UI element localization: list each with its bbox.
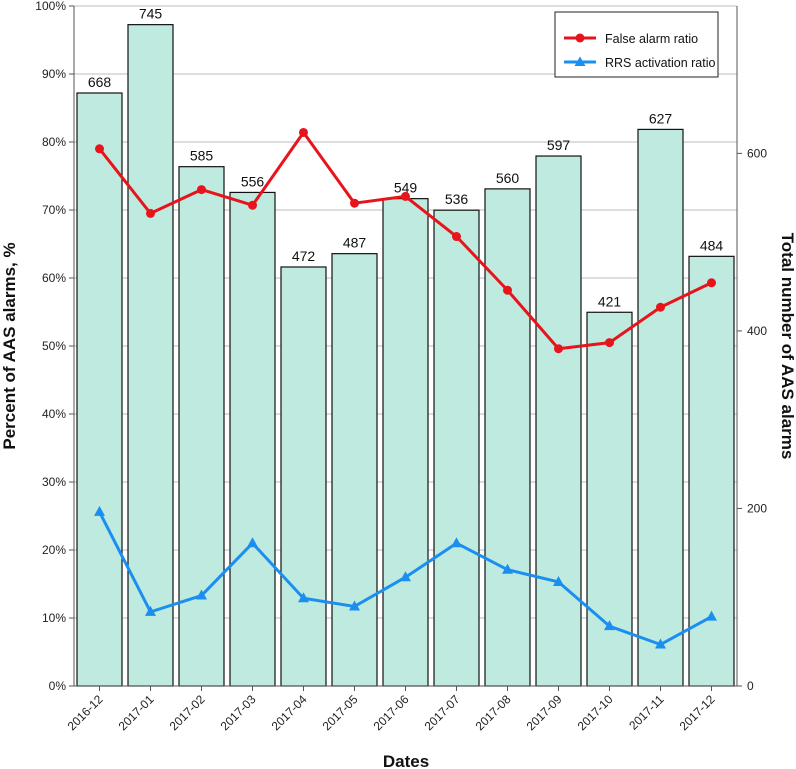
false-alarm-point-2017-09 <box>554 344 563 354</box>
left-tick-label: 50% <box>42 339 66 353</box>
rrs-point-2017-08 <box>502 563 513 574</box>
legend: False alarm ratio RRS activation ratio <box>554 11 719 78</box>
bar-label-2017-04: 472 <box>292 248 316 264</box>
left-tick-label: 70% <box>42 203 66 217</box>
bar-2017-01 <box>127 24 174 687</box>
left-tick-label: 0% <box>49 679 67 693</box>
left-tick-label: 100% <box>35 0 66 13</box>
legend-rrs-label: RRS activation ratio <box>605 56 716 70</box>
x-tick-label: 2017-01 <box>116 692 157 733</box>
bar-label-2017-09: 597 <box>547 137 571 153</box>
left-tick-label: 90% <box>42 67 66 81</box>
x-tick-label: 2016-12 <box>65 692 106 733</box>
x-axis-ticks: 2016-12 2017-01 2017-02 2017-03 2017-04 2017-… <box>65 686 718 733</box>
false-alarm-point-2017-10 <box>605 338 614 348</box>
left-tick-label: 30% <box>42 475 66 489</box>
left-axis-ticks: 0% 10% 20% 30% 40% 50% 60% 70% 80% 90% 100% <box>35 0 74 693</box>
rrs-point-2017-02 <box>196 589 207 600</box>
rrs-point-2017-06 <box>400 571 411 582</box>
left-tick-label: 60% <box>42 271 66 285</box>
right-tick-label: 200 <box>747 501 767 515</box>
x-tick-label: 2017-02 <box>167 692 208 733</box>
x-tick-label: 2017-12 <box>677 692 718 733</box>
bar-2017-09 <box>535 155 582 687</box>
rrs-point-2017-04 <box>298 592 309 603</box>
bar-label-2017-01: 745 <box>139 6 163 22</box>
legend-rrs-marker <box>574 56 586 66</box>
bar-label-2017-07: 536 <box>445 191 469 207</box>
legend-false-alarm-label: False alarm ratio <box>605 32 698 46</box>
right-tick-label: 600 <box>747 146 767 160</box>
left-tick-label: 10% <box>42 611 66 625</box>
bar-2017-11 <box>637 128 684 687</box>
legend-box <box>554 11 719 78</box>
left-tick-label: 20% <box>42 543 66 557</box>
rrs-point-2017-01 <box>145 605 156 616</box>
x-tick-label: 2017-05 <box>320 692 361 733</box>
left-tick-label: 40% <box>42 407 66 421</box>
bar-2017-08 <box>484 188 531 687</box>
bar-2016-12 <box>76 92 123 687</box>
rrs-point-2017-11 <box>655 638 666 649</box>
x-tick-label: 2017-03 <box>218 692 259 733</box>
line-series <box>94 127 717 649</box>
bar-2017-05 <box>331 253 378 687</box>
right-tick-label: 400 <box>747 324 767 338</box>
bar-2017-06 <box>382 198 429 687</box>
left-axis-title: Percent of AAS alarms, % <box>0 242 19 449</box>
bar-2017-03 <box>229 191 276 687</box>
bar-2017-04 <box>280 266 327 687</box>
x-axis-title: Dates <box>383 752 429 769</box>
false-alarm-point-2017-07 <box>452 232 461 242</box>
rrs-point-2017-12 <box>706 610 717 621</box>
legend-false-alarm-marker <box>575 33 585 43</box>
bar-labels: 668 745 585 556 472 487 549 536 560 597 421 627 484 <box>88 6 724 310</box>
bar-label-2016-12: 668 <box>88 74 112 90</box>
x-tick-label: 2017-08 <box>473 692 514 733</box>
bar-label-2017-11: 627 <box>649 110 673 126</box>
bar-label-2017-02: 585 <box>190 148 214 164</box>
rrs-point-2017-10 <box>604 620 615 631</box>
rrs-point-2017-07 <box>451 537 462 548</box>
bar-label-2017-12: 484 <box>700 237 724 253</box>
false-alarm-point-2017-08 <box>503 285 512 295</box>
right-axis-ticks: 0 200 400 600 <box>737 146 767 693</box>
left-tick-label: 80% <box>42 135 66 149</box>
bar-label-2017-08: 560 <box>496 170 520 186</box>
bar-label-2017-03: 556 <box>241 173 265 189</box>
false-alarm-point-2017-04 <box>299 127 308 137</box>
false-alarm-point-2016-12 <box>95 144 104 154</box>
rrs-point-2016-12 <box>94 505 105 516</box>
bar-2017-02 <box>178 166 225 687</box>
x-tick-label: 2017-11 <box>626 692 667 733</box>
bar-2017-12 <box>688 255 735 687</box>
rrs-point-2017-05 <box>349 600 360 611</box>
x-tick-label: 2017-07 <box>422 692 463 733</box>
right-tick-label: 0 <box>747 679 754 693</box>
bar-label-2017-06: 549 <box>394 180 418 196</box>
x-tick-label: 2017-10 <box>575 692 616 733</box>
rrs-point-2017-03 <box>247 537 258 548</box>
bar-label-2017-05: 487 <box>343 235 367 251</box>
false-alarm-point-2017-05 <box>350 198 359 208</box>
false-alarm-point-2017-11 <box>656 302 665 312</box>
bar-series <box>76 24 735 687</box>
false-alarm-point-2017-12 <box>707 278 716 288</box>
bar-2017-07 <box>433 209 480 687</box>
right-axis-title: Total number of AAS alarms <box>778 233 796 460</box>
false-alarm-point-2017-06 <box>401 191 410 201</box>
bar-label-2017-10: 421 <box>598 293 622 309</box>
x-tick-label: 2017-04 <box>269 692 310 733</box>
false-alarm-point-2017-03 <box>248 200 257 210</box>
rrs-point-2017-09 <box>553 575 564 586</box>
false-alarm-point-2017-02 <box>197 185 206 195</box>
x-tick-label: 2017-06 <box>371 692 412 733</box>
x-tick-label: 2017-09 <box>524 692 565 733</box>
false-alarm-point-2017-01 <box>146 208 155 218</box>
